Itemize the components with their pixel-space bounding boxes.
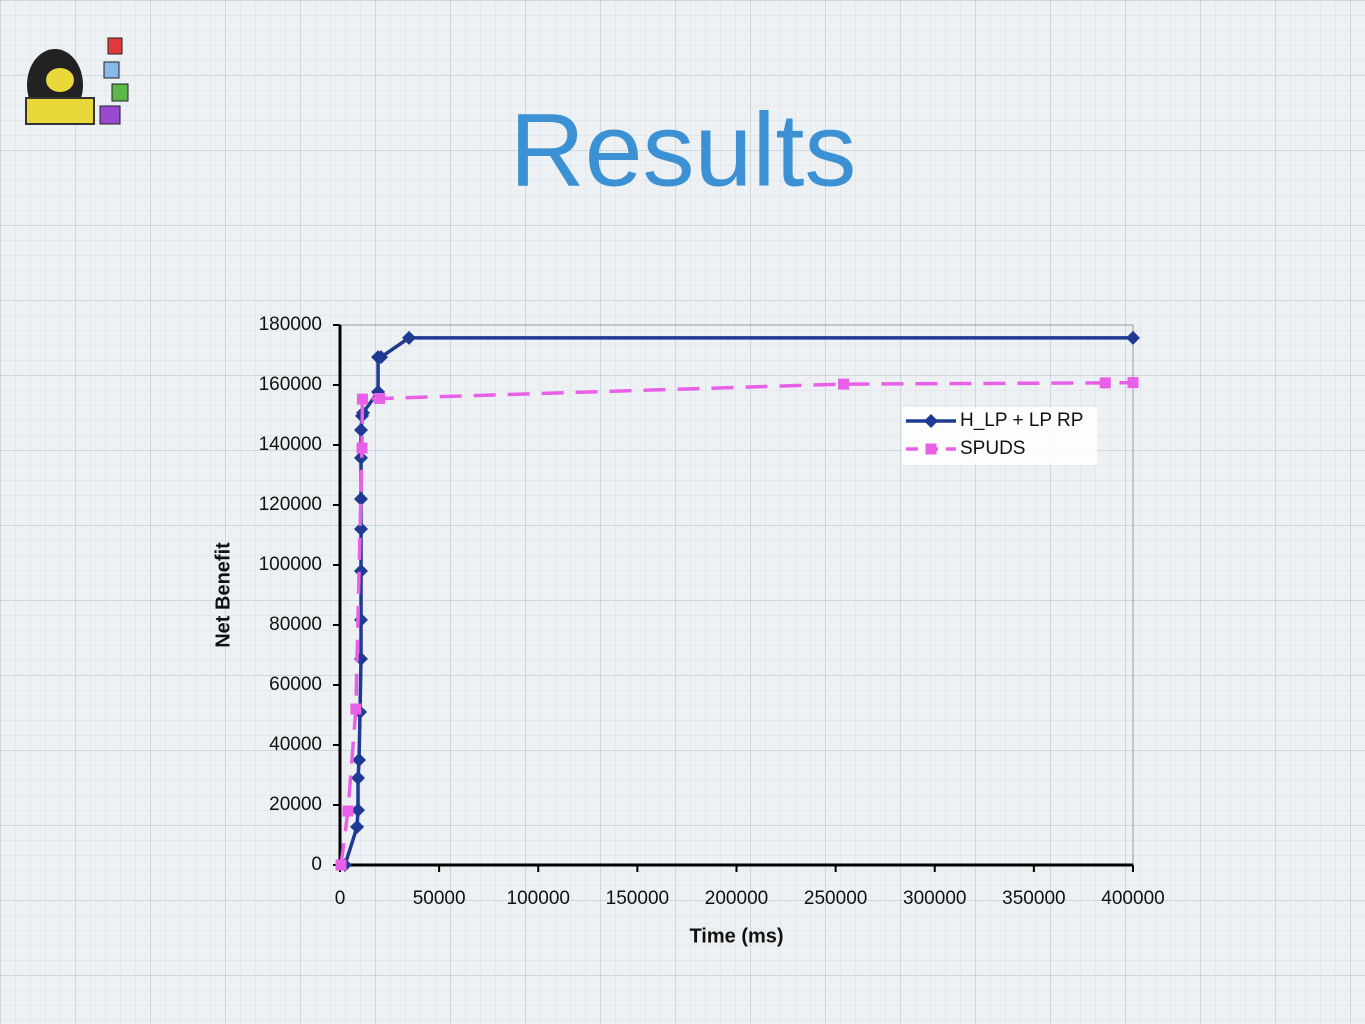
data-point — [350, 819, 365, 834]
data-point — [354, 522, 369, 536]
y-tick-label: 60000 — [269, 674, 322, 695]
data-point — [1126, 330, 1140, 345]
y-tick-label: 180000 — [259, 314, 322, 335]
data-point — [838, 378, 850, 390]
data-point — [335, 859, 347, 871]
y-tick-label: 20000 — [269, 794, 322, 815]
x-tick-label: 100000 — [507, 888, 570, 909]
data-point — [356, 442, 368, 454]
y-axis-label: Net Benefit — [212, 542, 234, 648]
data-point — [351, 771, 366, 785]
y-tick-label: 140000 — [259, 434, 322, 455]
legend-label: H_LP + LP RP — [960, 410, 1083, 431]
x-tick-label: 250000 — [804, 888, 867, 909]
legend-marker — [925, 443, 937, 455]
y-tick-label: 40000 — [269, 734, 322, 755]
y-tick-label: 120000 — [259, 494, 322, 515]
data-point — [354, 564, 369, 578]
x-tick-label: 300000 — [903, 888, 966, 909]
data-point — [356, 393, 368, 405]
x-tick-label: 200000 — [705, 888, 768, 909]
data-point — [401, 330, 416, 345]
data-point — [352, 753, 367, 767]
series-line — [339, 380, 1134, 866]
data-point — [374, 393, 386, 404]
y-tick-label: 0 — [311, 854, 322, 875]
y-tick-label: 160000 — [259, 374, 322, 395]
x-axis-label: Time (ms) — [689, 925, 783, 947]
chart: 0 20000 40000 60000 80000 100000 120000 140000 1… — [212, 314, 1164, 947]
x-tick-label: 0 — [335, 888, 346, 909]
y-tick-label: 80000 — [269, 614, 322, 635]
x-tick-label: 350000 — [1002, 888, 1065, 909]
plot-area — [339, 324, 1134, 866]
data-point — [354, 423, 369, 437]
y-tick-label: 100000 — [259, 554, 322, 575]
data-point — [1099, 377, 1111, 389]
slide-title: Results — [510, 92, 857, 208]
data-point — [1127, 377, 1139, 389]
data-point — [342, 805, 354, 817]
legend-marker — [924, 414, 938, 428]
data-point — [354, 450, 369, 465]
logo — [25, 37, 129, 125]
x-tick-label: 400000 — [1101, 888, 1164, 909]
x-tick-label: 50000 — [413, 888, 466, 909]
x-tick-label: 150000 — [606, 888, 669, 909]
data-point — [354, 492, 369, 506]
data-point — [374, 350, 389, 365]
legend-label: SPUDS — [960, 438, 1025, 459]
data-point — [351, 803, 366, 818]
legend-box — [902, 407, 1097, 465]
data-point — [350, 703, 362, 715]
